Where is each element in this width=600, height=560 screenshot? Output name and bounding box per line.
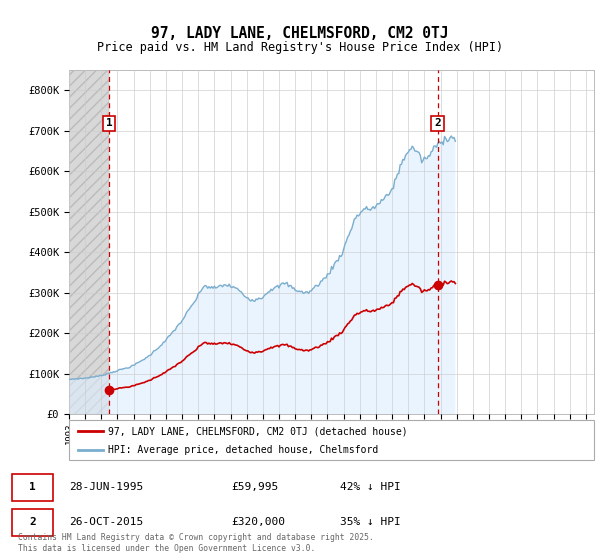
Text: HPI: Average price, detached house, Chelmsford: HPI: Average price, detached house, Chel… xyxy=(109,445,379,455)
FancyBboxPatch shape xyxy=(12,509,53,535)
FancyBboxPatch shape xyxy=(12,474,53,501)
Text: 1: 1 xyxy=(29,482,36,492)
Text: 1: 1 xyxy=(106,118,113,128)
Text: £320,000: £320,000 xyxy=(231,517,285,527)
Text: 97, LADY LANE, CHELMSFORD, CM2 0TJ (detached house): 97, LADY LANE, CHELMSFORD, CM2 0TJ (deta… xyxy=(109,426,408,436)
Text: 26-OCT-2015: 26-OCT-2015 xyxy=(70,517,144,527)
Text: 28-JUN-1995: 28-JUN-1995 xyxy=(70,482,144,492)
Text: 2: 2 xyxy=(29,517,36,527)
Bar xyxy=(69,70,109,414)
Text: 42% ↓ HPI: 42% ↓ HPI xyxy=(340,482,401,492)
Text: 97, LADY LANE, CHELMSFORD, CM2 0TJ: 97, LADY LANE, CHELMSFORD, CM2 0TJ xyxy=(151,26,449,41)
Bar xyxy=(69,70,109,414)
Text: Price paid vs. HM Land Registry's House Price Index (HPI): Price paid vs. HM Land Registry's House … xyxy=(97,40,503,54)
Text: 35% ↓ HPI: 35% ↓ HPI xyxy=(340,517,401,527)
Text: 2: 2 xyxy=(434,118,441,128)
Text: £59,995: £59,995 xyxy=(231,482,278,492)
Text: Contains HM Land Registry data © Crown copyright and database right 2025.
This d: Contains HM Land Registry data © Crown c… xyxy=(18,533,374,553)
